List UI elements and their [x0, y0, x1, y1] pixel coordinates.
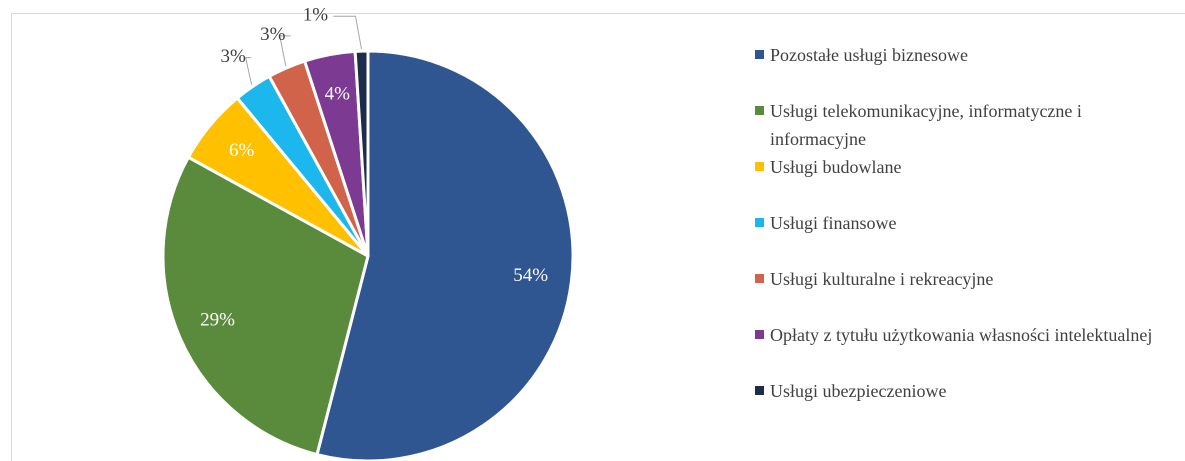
pie-slice: [161, 155, 370, 457]
legend-item: Usługi telekomunikacyjne, informatyczne …: [755, 97, 1170, 153]
legend-swatch: [755, 218, 764, 227]
data-label: 6%: [229, 140, 255, 161]
legend-label: Usługi finansowe: [770, 213, 897, 233]
legend-label: Usługi kulturalne i rekreacyjne: [770, 269, 994, 289]
data-label: 1%: [303, 5, 329, 26]
legend-swatch: [755, 386, 764, 395]
legend-label: Pozostałe usługi biznesowe: [770, 45, 968, 65]
legend-swatch: [755, 162, 764, 171]
data-label: 3%: [221, 46, 247, 67]
data-label: 29%: [200, 309, 235, 330]
legend-swatch: [755, 330, 764, 339]
chart-frame: [11, 13, 1185, 461]
data-label: 54%: [513, 265, 548, 286]
legend-item: Usługi finansowe: [755, 209, 1170, 237]
legend-item: Pozostałe usługi biznesowe: [755, 41, 1170, 69]
leader-line: [333, 15, 362, 50]
leader-line: [244, 57, 253, 85]
legend-item: Usługi ubezpieczeniowe: [755, 377, 1170, 405]
legend-swatch: [755, 50, 764, 59]
legend-label: Usługi telekomunikacyjne, informatyczne …: [770, 101, 1082, 149]
pie-slice: [315, 49, 575, 461]
legend-item: Usługi kulturalne i rekreacyjne: [755, 265, 1170, 293]
legend-label: Usługi budowlane: [770, 157, 902, 177]
data-label: 4%: [325, 83, 351, 104]
legend-swatch: [755, 274, 764, 283]
legend-label: Opłaty z tytułu użytkowania własności in…: [770, 325, 1153, 345]
legend-swatch: [755, 106, 764, 115]
data-label: 3%: [260, 24, 286, 45]
leader-line: [279, 35, 291, 67]
legend-item: Usługi budowlane: [755, 153, 1170, 181]
legend-label: Usługi ubezpieczeniowe: [770, 381, 947, 401]
pie-slice: [353, 49, 370, 257]
legend-item: Opłaty z tytułu użytkowania własności in…: [755, 321, 1170, 349]
